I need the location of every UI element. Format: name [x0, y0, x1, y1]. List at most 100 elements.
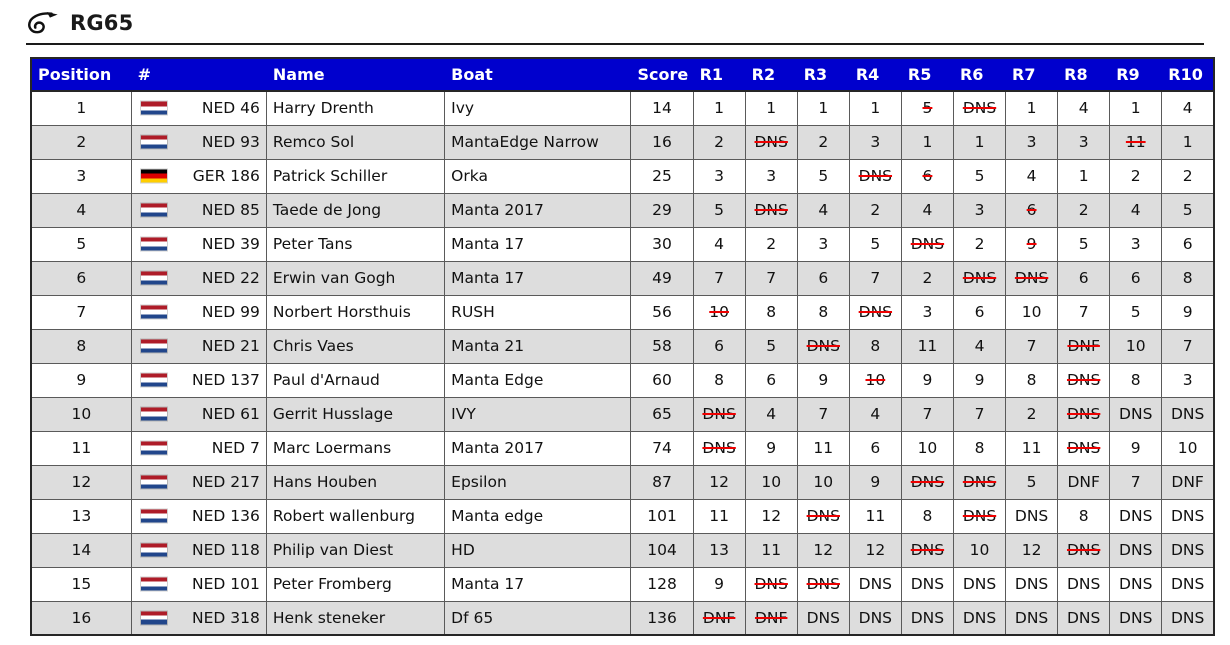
table-row[interactable]: 15 NED 101 Peter Fromberg Manta 17 128 9 DNS DN… — [30, 566, 1215, 602]
cell-skipper-name: Marc Loermans — [265, 430, 446, 466]
column-header-boat[interactable]: Boat — [444, 57, 632, 92]
column-header-r3[interactable]: R3 — [796, 57, 850, 92]
cell-race-r3: 5 — [796, 158, 850, 194]
column-header-position[interactable]: Position — [30, 57, 132, 92]
column-header-r7[interactable]: R7 — [1005, 57, 1059, 92]
cell-race-r6: DNS — [952, 498, 1007, 534]
cell-race-r5: 7 — [900, 396, 954, 432]
table-row[interactable]: 9 NED 137 Paul d'Arnaud Manta Edge 60 8 6 9 10 9 9… — [30, 362, 1215, 398]
table-row[interactable]: 14 NED 118 Philip van Diest HD 104 13 11 12 12 DN… — [30, 532, 1215, 568]
table-row[interactable]: 6 NED 22 Erwin van Gogh Manta 17 49 7 7 6 7 2 DNS D… — [30, 260, 1215, 296]
cell-race-r1: 7 — [692, 260, 746, 296]
cell-race-r1: 3 — [692, 158, 746, 194]
cell-sail-number: NED 118 — [130, 532, 267, 568]
cell-race-r7: 11 — [1005, 430, 1059, 466]
column-header-r9[interactable]: R9 — [1109, 57, 1163, 92]
column-header-r10[interactable]: R10 — [1161, 57, 1215, 92]
cell-race-r8: 7 — [1057, 294, 1111, 330]
sail-number-label: NED 318 — [192, 608, 260, 627]
cell-race-r10: 4 — [1161, 90, 1215, 126]
cell-race-r2: 3 — [744, 158, 798, 194]
netherlands-flag-icon — [139, 134, 168, 150]
table-row[interactable]: 7 NED 99 Norbert Horsthuis RUSH 56 10 8 8 DNS 3 6 1… — [30, 294, 1215, 330]
netherlands-flag-icon — [139, 406, 168, 422]
cell-race-r4: 4 — [848, 396, 902, 432]
cell-boat-name: Manta Edge — [444, 362, 632, 398]
cell-race-r2: 1 — [744, 90, 798, 126]
cell-race-r1: DNS — [692, 430, 746, 466]
cell-boat-name: MantaEdge Narrow — [444, 124, 632, 160]
table-row[interactable]: 3 GER 186 Patrick Schiller Orka 25 3 3 5 DNS 6 5 4 1… — [30, 158, 1215, 194]
cell-sail-number: NED 46 — [130, 90, 267, 126]
table-row[interactable]: 10 NED 61 Gerrit Husslage IVY 65 DNS 4 7 4 7 7 2 DNS… — [30, 396, 1215, 432]
cell-race-r8: 8 — [1057, 498, 1111, 534]
cell-race-r10: 5 — [1161, 192, 1215, 228]
column-header-score[interactable]: Score — [630, 57, 694, 92]
cell-skipper-name: Philip van Diest — [265, 532, 446, 568]
table-row[interactable]: 12 NED 217 Hans Houben Epsilon 87 12 10 10 9 DNS D… — [30, 464, 1215, 500]
table-row[interactable]: 4 NED 85 Taede de Jong Manta 2017 29 5 DNS 4 2 4 3… — [30, 192, 1215, 228]
cell-race-r5: DNS — [900, 464, 954, 500]
cell-race-r3: 6 — [796, 260, 850, 296]
sail-number-label: NED 217 — [192, 473, 260, 491]
cell-race-r6: 1 — [952, 124, 1007, 160]
table-header: Position # Name Boat Score R1 R2 R3 R4 R5 R6 R7 R8 R9… — [30, 57, 1215, 92]
cell-race-r7: 4 — [1005, 158, 1059, 194]
cell-score: 136 — [630, 600, 694, 636]
cell-sail-number: NED 93 — [130, 124, 267, 160]
cell-race-r7: 1 — [1005, 90, 1059, 126]
cell-race-r4: DNS — [848, 600, 902, 636]
cell-race-r9: 7 — [1109, 464, 1163, 500]
column-header-r4[interactable]: R4 — [848, 57, 902, 92]
table-row[interactable]: 13 NED 136 Robert wallenburg Manta edge 101 1… — [30, 498, 1215, 534]
column-header-r1[interactable]: R1 — [692, 57, 746, 92]
cell-boat-name: Ivy — [444, 90, 632, 126]
cell-skipper-name: Taede de Jong — [265, 192, 446, 228]
cell-skipper-name: Norbert Horsthuis — [265, 294, 446, 330]
cell-boat-name: Manta 17 — [444, 260, 632, 296]
cell-sail-number: NED 101 — [130, 566, 267, 602]
cell-race-r5: 4 — [900, 192, 954, 228]
cell-race-r8: 4 — [1057, 90, 1111, 126]
cell-boat-name: Manta 2017 — [444, 430, 632, 466]
netherlands-flag-icon — [139, 202, 168, 218]
cell-race-r10: DNS — [1161, 566, 1215, 602]
table-row[interactable]: 16 NED 318 Henk steneker Df 65 136 DNF DNF DNS D… — [30, 600, 1215, 636]
table-row[interactable]: 1 NED 46 Harry Drenth Ivy 14 1 1 1 1 5 DNS 1 4 1 4 — [30, 90, 1215, 126]
column-header-name[interactable]: Name — [265, 57, 446, 92]
germany-flag-icon — [139, 168, 168, 184]
table-row[interactable]: 8 NED 21 Chris Vaes Manta 21 58 6 5 DNS 8 11 4 7 DNF… — [30, 328, 1215, 364]
table-row[interactable]: 2 NED 93 Remco Sol MantaEdge Narrow 16 2 DNS 2 3… — [30, 124, 1215, 160]
cell-race-r5: 5 — [900, 90, 954, 126]
cell-boat-name: Manta 2017 — [444, 192, 632, 228]
netherlands-flag-icon — [139, 372, 168, 388]
column-header-sail[interactable]: # — [130, 57, 267, 92]
table-row[interactable]: 5 NED 39 Peter Tans Manta 17 30 4 2 3 5 DNS 2 9 5 3 6 — [30, 226, 1215, 262]
column-header-r5[interactable]: R5 — [900, 57, 954, 92]
cell-race-r4: 12 — [848, 532, 902, 568]
cell-race-r3: 2 — [796, 124, 850, 160]
netherlands-flag-icon — [139, 236, 168, 252]
cell-race-r7: 6 — [1005, 192, 1059, 228]
cell-boat-name: Manta 17 — [444, 566, 632, 602]
cell-race-r5: 2 — [900, 260, 954, 296]
cell-position: 11 — [30, 430, 132, 466]
cell-position: 16 — [30, 600, 132, 636]
cell-race-r4: 10 — [848, 362, 902, 398]
cell-score: 101 — [630, 498, 694, 534]
cell-race-r4: 9 — [848, 464, 902, 500]
column-header-r8[interactable]: R8 — [1057, 57, 1111, 92]
cell-race-r2: 12 — [744, 498, 798, 534]
column-header-r6[interactable]: R6 — [952, 57, 1007, 92]
sail-number-label: NED 21 — [201, 337, 260, 355]
cell-race-r5: DNS — [900, 532, 954, 568]
cell-race-r6: 2 — [952, 226, 1007, 262]
table-row[interactable]: 11 NED 7 Marc Loermans Manta 2017 74 DNS 9 11 6 1… — [30, 430, 1215, 466]
cell-race-r7: DNS — [1005, 498, 1059, 534]
cell-boat-name: RUSH — [444, 294, 632, 330]
cell-race-r6: DNS — [952, 260, 1007, 296]
column-header-r2[interactable]: R2 — [744, 57, 798, 92]
cell-sail-number: NED 61 — [130, 396, 267, 432]
cell-race-r7: 9 — [1005, 226, 1059, 262]
